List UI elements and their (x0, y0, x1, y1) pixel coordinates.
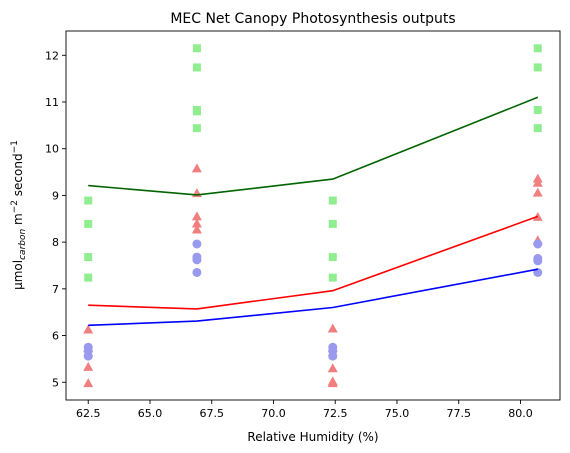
y-axis-label-base: μmol (11, 260, 25, 290)
x-tick-label: 65.0 (138, 407, 163, 420)
y-axis-label: μmolcarbon m−2 second−1 (10, 140, 28, 290)
scatter-triangle-point (532, 187, 543, 197)
scatter-square-point (84, 273, 93, 282)
y-tick-label: 11 (45, 96, 59, 109)
y-axis-label-mid: m (11, 213, 25, 229)
scatter-triangle-point (83, 361, 94, 371)
x-tick-label: 67.5 (199, 407, 224, 420)
scatter-square-point (328, 273, 337, 282)
x-tick-label: 75.0 (385, 407, 410, 420)
series-line (88, 96, 539, 196)
scatter-circle-point (328, 351, 338, 361)
scatter-square-point (192, 63, 201, 72)
y-axis-label-superscript-1: −2 (10, 200, 20, 213)
scatter-square-point (328, 253, 337, 262)
scatter-square-point (533, 44, 542, 53)
scatter-square-point (84, 196, 93, 205)
y-tick-label: 9 (52, 189, 59, 202)
scatter-square-point (533, 124, 542, 133)
scatter-square-point (84, 253, 93, 262)
y-tick-label: 5 (52, 376, 59, 389)
scatter-triangle-point (83, 378, 94, 388)
y-tick-label: 12 (45, 49, 59, 62)
scatter-square-point (328, 196, 337, 205)
series-line (88, 268, 538, 327)
plot-marks (83, 44, 543, 388)
axes: 62.5 65.0 67.5 70.0 72.5 75.0 77.5 80.0 5 6 7 8 9 10 1… (45, 30, 561, 420)
scatter-triangle-point (83, 324, 94, 334)
scatter-circle-point (192, 267, 202, 277)
y-tick-label: 6 (52, 330, 59, 343)
x-tick-label: 62.5 (76, 407, 101, 420)
scatter-circle-point (533, 256, 543, 266)
scatter-circle-point (192, 255, 202, 265)
scatter-square-point (533, 63, 542, 72)
scatter-triangle-point (532, 177, 543, 187)
x-axis-label: Relative Humidity (%) (247, 430, 378, 444)
scatter-circle-point (83, 351, 93, 361)
x-tick-label: 77.5 (446, 407, 471, 420)
scatter-square-point (533, 105, 542, 114)
scatter-triangle-point (327, 378, 338, 388)
x-tick-label: 72.5 (323, 407, 348, 420)
y-tick-label: 8 (52, 236, 59, 249)
y-tick-label: 10 (45, 143, 59, 156)
scatter-triangle-point (191, 224, 202, 234)
scatter-triangle-point (191, 218, 202, 228)
scatter-square-point (328, 219, 337, 228)
scatter-square-point (84, 219, 93, 228)
y-axis-label-subscript: carbon (18, 229, 28, 260)
series-line (88, 215, 539, 310)
scatter-square-point (192, 124, 201, 133)
scatter-triangle-point (327, 363, 338, 373)
chart-title: MEC Net Canopy Photosynthesis outputs (170, 11, 455, 27)
y-tick-label: 7 (52, 283, 59, 296)
scatter-triangle-point (191, 163, 202, 173)
scatter-circle-point (192, 239, 202, 249)
scatter-circle-point (533, 239, 543, 249)
x-tick-label: 70.0 (261, 407, 286, 420)
plot-frame (65, 30, 561, 401)
scatter-triangle-point (191, 211, 202, 221)
scatter-square-point (192, 44, 201, 53)
scatter-square-point (192, 107, 201, 116)
x-tick-label: 80.0 (508, 407, 533, 420)
scatter-triangle-point (327, 323, 338, 333)
y-axis-label-superscript-2: −1 (10, 140, 20, 153)
y-axis-label-end: second (11, 153, 25, 200)
